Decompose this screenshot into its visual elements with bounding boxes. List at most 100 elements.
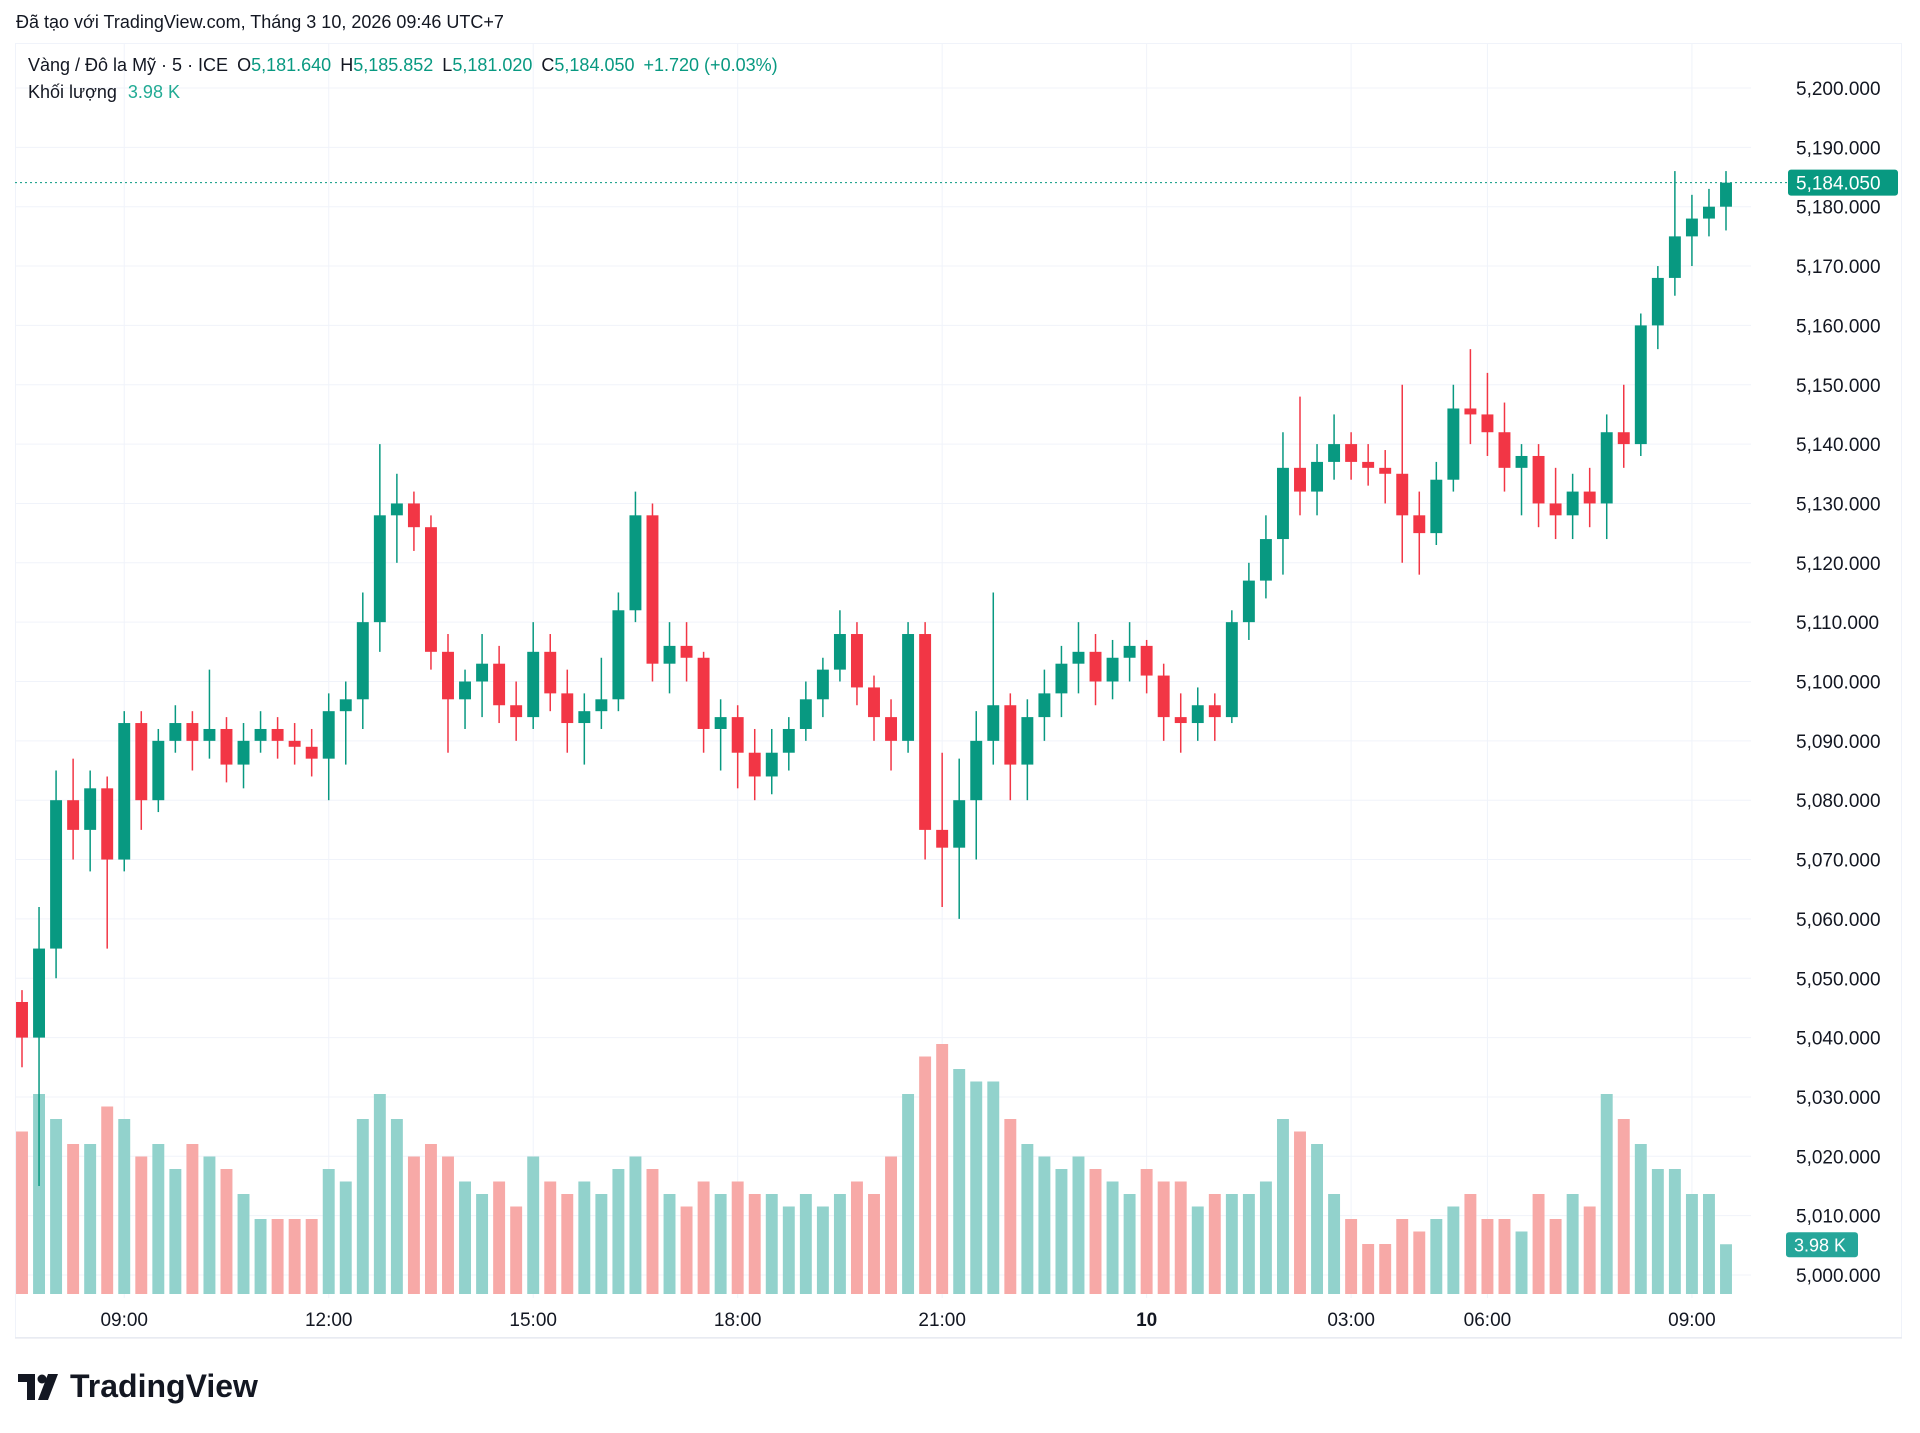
candle <box>1157 663 1170 741</box>
volume-bar <box>799 1194 812 1294</box>
y-tick-label: 5,180.000 <box>1796 198 1881 219</box>
candle <box>1089 634 1102 706</box>
candle <box>237 723 250 789</box>
candle-body <box>220 728 233 765</box>
candle-body <box>476 663 489 682</box>
candle-body <box>1276 467 1289 540</box>
y-tick-label: 5,070.000 <box>1796 851 1881 872</box>
symbol-name[interactable]: Vàng / Đô la Mỹ · 5 · ICE <box>28 55 229 75</box>
candle-body <box>595 699 608 712</box>
candle <box>1242 562 1255 640</box>
volume-bar <box>322 1169 335 1294</box>
volume-bar <box>748 1194 761 1294</box>
candle <box>680 622 693 682</box>
volume-bar <box>1311 1144 1324 1294</box>
candle <box>919 622 932 860</box>
candle-body <box>1242 580 1255 623</box>
candle <box>799 681 812 741</box>
candle <box>1720 171 1732 231</box>
candle <box>1225 610 1238 724</box>
volume-bar <box>850 1181 863 1294</box>
open-label: O <box>237 55 252 75</box>
candle <box>1004 693 1017 801</box>
volume-bar <box>612 1169 625 1294</box>
low-label: L <box>442 55 453 75</box>
candle <box>527 622 540 729</box>
volume-bar <box>885 1156 898 1294</box>
tradingview-logo-text: TradingView <box>70 1368 258 1404</box>
volume-bar <box>731 1181 744 1294</box>
candle <box>1685 194 1698 267</box>
candle <box>1311 444 1324 516</box>
candle-body <box>1157 675 1170 718</box>
candle <box>953 758 966 919</box>
volume-bar <box>1447 1206 1460 1294</box>
volume-bar <box>1225 1194 1238 1294</box>
volume-bar <box>544 1181 557 1294</box>
volume-bar <box>1259 1181 1272 1294</box>
volume-bar <box>1396 1219 1409 1294</box>
candle-body <box>152 740 165 801</box>
candle <box>629 491 642 623</box>
candle-body <box>561 693 574 724</box>
candle <box>1191 687 1204 741</box>
candle <box>493 645 506 724</box>
y-tick-label: 5,110.000 <box>1796 613 1879 634</box>
x-tick-label: 03:00 <box>1327 1310 1375 1331</box>
candle-body <box>697 657 710 729</box>
volume-bar <box>118 1119 131 1294</box>
y-tick-label: 5,190.000 <box>1796 138 1881 159</box>
candle-body <box>850 634 863 688</box>
candle-body <box>1413 515 1426 534</box>
candle <box>612 592 625 712</box>
candle <box>970 711 983 860</box>
candle-body <box>782 728 795 753</box>
volume-bar <box>919 1056 932 1294</box>
candle-body <box>271 728 284 741</box>
candle <box>322 693 335 801</box>
volume-bar <box>1532 1194 1545 1294</box>
candle <box>424 515 437 670</box>
volume-bar <box>1345 1219 1358 1294</box>
candle-body <box>1259 539 1272 581</box>
candle-body <box>1549 503 1562 516</box>
candle-body <box>1617 432 1630 445</box>
candle-body <box>1055 663 1068 694</box>
volume-bar <box>373 1094 386 1294</box>
volume-bar <box>493 1181 506 1294</box>
volume-bar <box>1174 1181 1187 1294</box>
y-tick-label: 5,090.000 <box>1796 732 1881 753</box>
candle <box>1174 693 1187 753</box>
y-tick-label: 5,080.000 <box>1796 791 1881 812</box>
volume-label[interactable]: Khối lượng <box>28 82 117 102</box>
candle <box>1617 384 1630 468</box>
close-label: C <box>541 55 555 75</box>
volume-bar <box>510 1206 523 1294</box>
candle-body <box>118 723 131 860</box>
candle-body <box>1072 651 1085 664</box>
volume-bar <box>476 1194 489 1294</box>
candle-body <box>1583 491 1596 504</box>
candle <box>373 444 386 652</box>
candle <box>305 728 318 777</box>
candle-body <box>1140 645 1153 676</box>
volume-bar <box>1089 1169 1102 1294</box>
volume-bar <box>1617 1119 1630 1294</box>
candle-body <box>1720 182 1732 207</box>
volume-bar <box>1600 1094 1613 1294</box>
candle <box>1481 372 1494 456</box>
volume-bar <box>339 1181 352 1294</box>
candle-body <box>833 634 846 670</box>
volume-bar <box>1191 1206 1204 1294</box>
volume-bar <box>1021 1144 1034 1294</box>
volume-bar <box>1123 1194 1136 1294</box>
candle-body <box>1362 461 1375 468</box>
last-volume-badge <box>1786 1232 1858 1258</box>
candle <box>1413 491 1426 575</box>
ohlc-legend: Vàng / Đô la Mỹ · 5 · ICE O5,181.640 H5,… <box>28 55 782 76</box>
candle <box>1106 639 1119 700</box>
volume-bar <box>101 1106 114 1294</box>
candle <box>936 752 949 908</box>
candle <box>1498 402 1511 492</box>
